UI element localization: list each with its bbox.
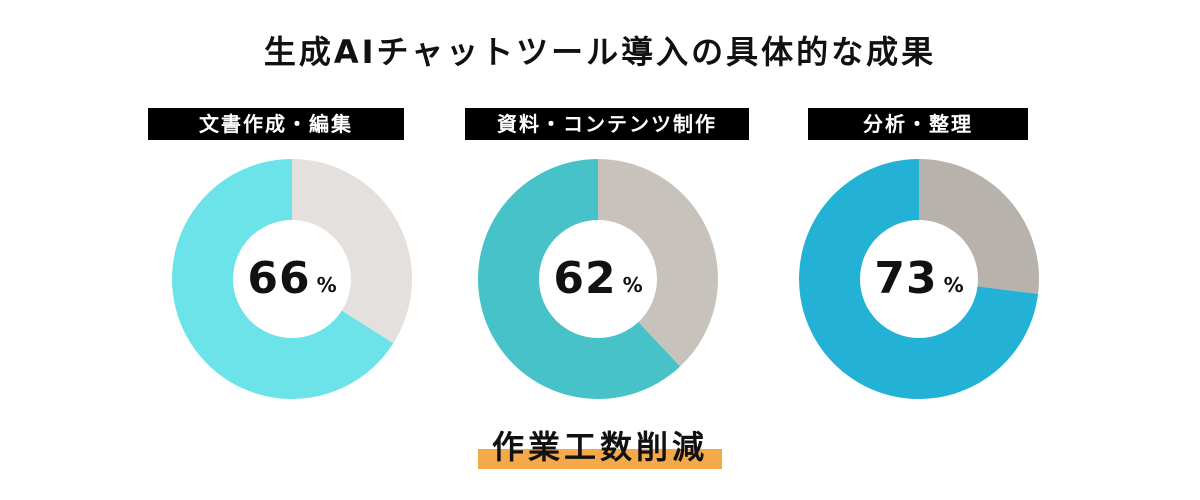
chart-label: 資料・コンテンツ制作 bbox=[465, 108, 749, 140]
chart-label: 文書作成・編集 bbox=[148, 108, 404, 140]
chart-label: 分析・整理 bbox=[808, 108, 1028, 140]
donut-chart bbox=[478, 159, 719, 399]
chart-analysis-organizing: 分析・整理 73 % bbox=[788, 108, 1048, 408]
footer-highlight bbox=[477, 449, 722, 469]
chart-content-production: 資料・コンテンツ制作 62 % bbox=[465, 108, 749, 408]
donut-chart bbox=[799, 159, 1039, 399]
donut-hole bbox=[860, 220, 978, 338]
donut-hole bbox=[539, 220, 657, 338]
donut-chart bbox=[172, 159, 412, 399]
footer: 作業工数削減 bbox=[0, 425, 1200, 469]
donut-hole bbox=[233, 220, 351, 338]
chart-document-editing: 文書作成・編集 66 % bbox=[148, 108, 421, 408]
footer-label: 作業工数削減 bbox=[477, 425, 722, 469]
footer-text: 作業工数削減 bbox=[491, 428, 708, 466]
page-title: 生成AIチャットツール導入の具体的な成果 bbox=[263, 33, 937, 71]
donut-slice-remainder bbox=[598, 159, 719, 367]
